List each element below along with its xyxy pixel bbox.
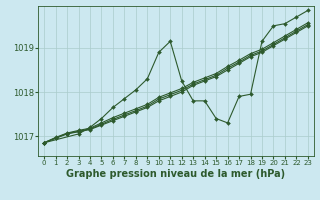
X-axis label: Graphe pression niveau de la mer (hPa): Graphe pression niveau de la mer (hPa) <box>67 169 285 179</box>
